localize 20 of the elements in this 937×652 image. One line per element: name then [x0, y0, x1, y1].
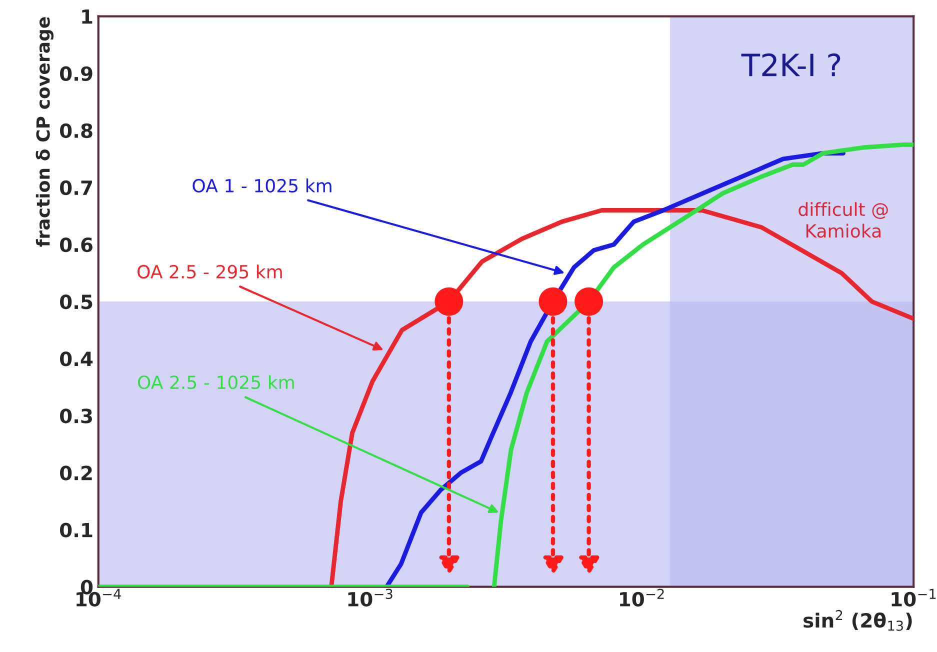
y-tick-label: 1: [82, 10, 92, 24]
y-tick-label: 0.8: [60, 123, 92, 138]
x-tick-label: 10$^{−2}$: [620, 588, 664, 607]
y-tick-label: 0.5: [60, 294, 92, 310]
y-tick-label: 0.9: [60, 66, 92, 82]
y-tick-label: 0.6: [60, 237, 92, 252]
band-label: T2K-I ?: [741, 53, 840, 76]
x-tick-label: 10$^{−3}$: [348, 588, 392, 607]
annotation: difficult @ Kamioka: [798, 202, 888, 238]
annotation: OA 1 - 1025 km: [192, 178, 332, 193]
annotation: OA 2.5 - 1025 km: [138, 375, 294, 390]
y-tick-label: 0.1: [60, 522, 92, 538]
y-tick-label: 0.2: [60, 466, 92, 480]
x-tick-label: 10$^{−1}$: [892, 588, 936, 607]
x-axis-title: sin$^{2}$ (2θ$_{13}$): [804, 610, 912, 631]
y-axis-title: fraction δ CP coverage: [36, 17, 54, 247]
y-tick-label: 0.4: [60, 352, 93, 366]
annotation: OA 2.5 - 295 km: [138, 264, 282, 279]
y-tick-label: 0.7: [60, 180, 92, 196]
y-tick-label: 0.3: [60, 408, 92, 424]
